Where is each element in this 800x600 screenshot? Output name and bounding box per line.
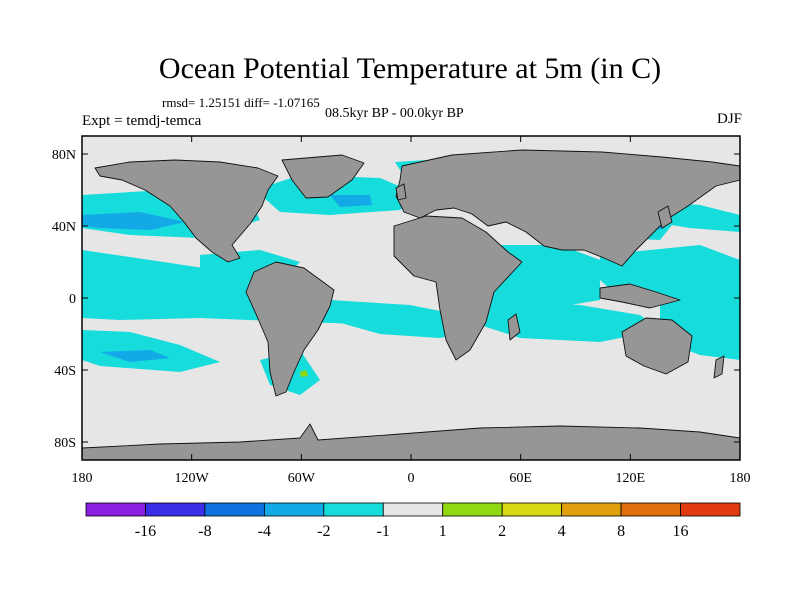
colorbar-swatch — [680, 502, 741, 517]
land-africa — [393, 215, 523, 361]
colorbar-label: 16 — [673, 523, 689, 540]
lat-tick-label: 80N — [52, 148, 76, 163]
land-south-america — [245, 261, 335, 397]
map-axis-ticks: 180 120W 60W 0 60E 120E 180 80N 40N 0 40S 80S — [52, 136, 751, 486]
lat-tick-label: 40S — [54, 364, 76, 379]
lon-tick-label: 180 — [72, 471, 93, 486]
period-text: 08.5kyr BP - 00.0kyr BP — [325, 106, 464, 121]
land-australia — [621, 317, 693, 375]
colorbar-label: 8 — [617, 523, 625, 540]
land-greenland — [281, 154, 365, 199]
lat-tick-label: 0 — [69, 292, 76, 307]
colorbar-label: 2 — [498, 523, 506, 540]
colorbar-swatch — [145, 502, 206, 517]
lat-tick-label: 80S — [54, 436, 76, 451]
land-madagascar — [507, 313, 521, 341]
colorbar-swatch — [561, 502, 622, 517]
lon-tick-label: 120E — [616, 471, 646, 486]
colorbar: -16 -8 -4 -2 -1 1 2 4 8 16 — [85, 502, 741, 540]
colorbar-swatch — [620, 502, 681, 517]
land-uk — [395, 183, 407, 201]
colorbar-label: -1 — [377, 523, 390, 540]
colorbar-swatch — [323, 502, 384, 517]
colorbar-swatch — [442, 502, 503, 517]
land-masses — [82, 149, 740, 460]
experiment-label: Expt = temdj-temca — [82, 113, 202, 129]
land-antarctica — [82, 423, 740, 460]
lon-tick-label: 60E — [509, 471, 532, 486]
lon-tick-label: 120W — [175, 471, 210, 486]
land-north-america — [94, 159, 279, 263]
chart-title: Ocean Potential Temperature at 5m (in C) — [158, 52, 662, 85]
stats-text: rmsd= 1.25151 diff= -1.07165 — [162, 95, 320, 110]
colorbar-swatch — [85, 502, 146, 517]
colorbar-label: -4 — [258, 523, 271, 540]
land-new-zealand — [713, 355, 725, 379]
land-eurasia — [395, 149, 740, 267]
colorbar-label: 1 — [439, 523, 447, 540]
colorbar-label: -8 — [198, 523, 211, 540]
land-japan — [657, 205, 673, 229]
land-indonesia — [599, 283, 681, 309]
colorbar-label: -2 — [317, 523, 330, 540]
colorbar-swatch — [204, 502, 265, 517]
colorbar-label: 4 — [558, 523, 566, 540]
colorbar-swatch — [382, 502, 444, 517]
colorbar-swatch — [263, 502, 325, 517]
map-plot-area — [82, 136, 740, 460]
lon-tick-label: 180 — [730, 471, 751, 486]
season-label: DJF — [716, 111, 742, 127]
lon-tick-label: 60W — [288, 471, 316, 486]
colorbar-swatch — [501, 502, 563, 517]
lat-tick-label: 40N — [52, 220, 76, 235]
colorbar-label: -16 — [135, 523, 156, 540]
lon-tick-label: 0 — [408, 471, 415, 486]
